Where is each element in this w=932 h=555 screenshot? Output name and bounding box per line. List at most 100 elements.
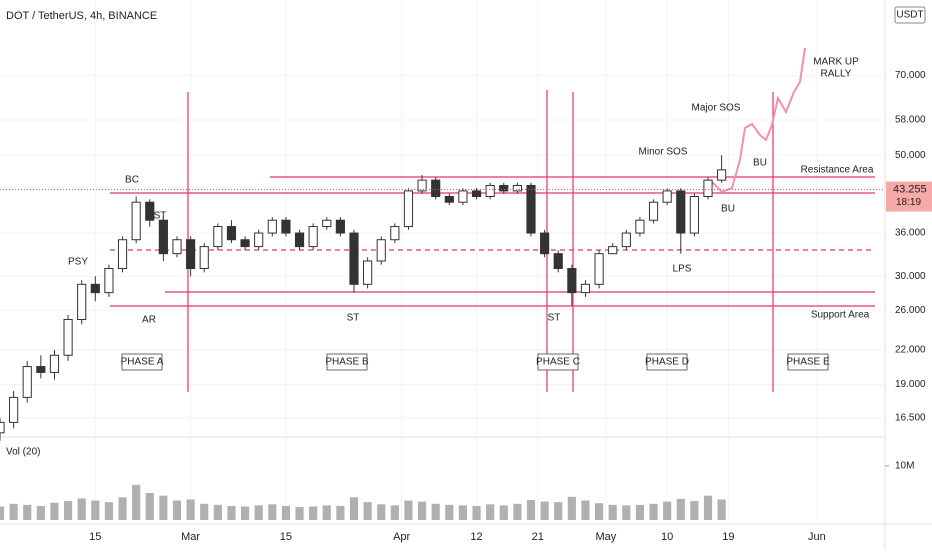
candle-body (145, 201, 155, 221)
y-tick-label: 50.000 (895, 150, 926, 161)
volume-bar (240, 506, 250, 520)
volume-bar (0, 506, 5, 520)
phase-box (646, 353, 688, 371)
volume-bar (186, 499, 195, 520)
x-tick-label: 15 (89, 531, 101, 543)
volume-bar (445, 504, 454, 520)
y-tick-label: 19.000 (895, 379, 926, 390)
candle-body (240, 239, 250, 248)
candle-body (349, 232, 359, 285)
phase-label: PHASE E (786, 357, 830, 368)
candle-body (308, 226, 318, 248)
volume-bar (322, 505, 331, 520)
candle-body (444, 195, 454, 203)
volume-bar (486, 504, 495, 520)
phase-box (787, 353, 829, 371)
candle-body (49, 354, 60, 373)
phase-label: PHASE D (645, 357, 689, 368)
y-tick-label: 26.000 (895, 305, 926, 316)
projection-path (711, 47, 806, 194)
volume-bar (404, 500, 413, 520)
candle-body (621, 232, 631, 248)
candle-body (186, 239, 196, 270)
volume-bar (649, 503, 658, 520)
candle-body (567, 268, 577, 294)
candle-body (226, 226, 237, 241)
volume-bar (472, 505, 481, 520)
volume-bar (132, 484, 141, 520)
countdown: 18:19 (896, 197, 921, 208)
candle-body (322, 219, 332, 228)
volume-bar (227, 505, 236, 520)
x-tick-label: May (595, 531, 616, 543)
volume-bar (172, 500, 182, 520)
volume-bar (513, 503, 522, 520)
candle-body (281, 219, 291, 234)
volume-bar (336, 505, 345, 520)
volume-bar (281, 505, 291, 520)
annotation: ST (347, 313, 360, 324)
y-tick-label: 70.000 (895, 70, 926, 81)
volume-bar (608, 504, 617, 520)
annotation: ST (548, 313, 561, 324)
phase-box (537, 353, 579, 371)
x-tick-label: 15 (280, 531, 292, 543)
candle-body (22, 366, 32, 398)
candle-body (363, 260, 373, 285)
volume-bar (349, 497, 359, 520)
candle-body (36, 366, 46, 373)
volume-bar (594, 503, 604, 520)
candle-body (526, 184, 536, 234)
x-tick-label: 10 (661, 531, 673, 543)
annotation: AR (142, 315, 156, 326)
currency: USDT (896, 10, 923, 21)
candle-body (635, 219, 645, 234)
annotation: BU (753, 158, 767, 169)
volume-bar (390, 505, 399, 520)
x-tick-label: Apr (393, 531, 410, 543)
annotation: LPS (673, 264, 692, 275)
x-tick-label: 21 (532, 531, 544, 543)
candle-body (458, 190, 468, 203)
annotation: Minor SOS (639, 147, 688, 158)
y-tick-label: 16.500 (895, 413, 926, 424)
volume-bar (690, 501, 699, 520)
volume-bar (118, 497, 127, 520)
x-tick-label: Mar (181, 531, 200, 543)
candle-body (294, 232, 305, 248)
volume-bar (268, 504, 277, 520)
candle-body (199, 246, 209, 270)
annotation: PSY (68, 257, 88, 268)
candle-body (213, 226, 223, 248)
y-tick-label: 58.000 (895, 115, 926, 126)
volume (0, 484, 726, 520)
phase-box (326, 353, 368, 371)
candle-body (390, 226, 400, 241)
annotation: BU (721, 204, 735, 215)
volume-bar (703, 495, 713, 520)
x-tick-label: 12 (470, 531, 482, 543)
candle-body (77, 283, 87, 321)
volume-bar (417, 501, 427, 520)
volume-bar (458, 505, 468, 520)
annotation: Resistance Area (801, 165, 874, 176)
candle-body (376, 239, 386, 262)
candle-body (335, 219, 345, 234)
candle-body (90, 283, 100, 294)
annotation: Major SOS (692, 103, 741, 114)
phase-label: PHASE A (121, 357, 164, 368)
phase-box (121, 353, 163, 371)
candle-body (403, 190, 414, 228)
candle-body (131, 201, 141, 241)
volume-bar (104, 502, 114, 520)
candle-body (0, 421, 5, 434)
volume-bar (200, 503, 209, 520)
candle-body (63, 319, 73, 356)
volume-bar (50, 502, 59, 520)
last-price-label: 43.255 (893, 183, 927, 195)
candle-body (499, 184, 509, 192)
candle-body (172, 239, 182, 255)
candle-body (254, 232, 264, 248)
x-tick-label: Jun (808, 531, 826, 543)
